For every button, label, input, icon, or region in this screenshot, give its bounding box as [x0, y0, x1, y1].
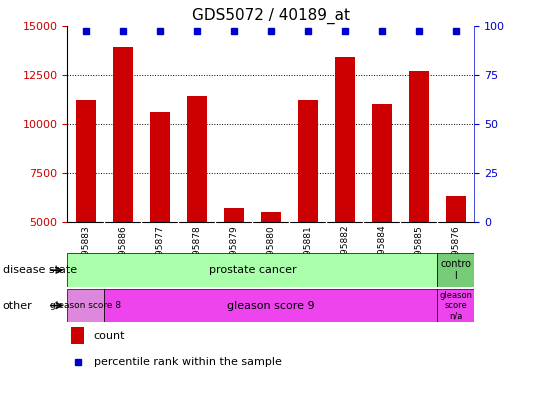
Bar [446, 196, 466, 222]
Bar [75, 100, 96, 222]
Bar [437, 253, 474, 287]
Bar [437, 289, 474, 322]
Bar [105, 289, 437, 322]
Title: GDS5072 / 40189_at: GDS5072 / 40189_at [192, 8, 350, 24]
Bar [224, 208, 244, 222]
Bar [72, 327, 84, 344]
Text: prostate cancer: prostate cancer [209, 265, 296, 275]
Bar [186, 96, 207, 222]
Bar [261, 212, 281, 222]
Bar [372, 104, 392, 222]
Bar [298, 100, 318, 222]
Text: other: other [3, 301, 32, 310]
Bar [335, 57, 355, 222]
Text: gleason score 9: gleason score 9 [227, 301, 315, 310]
Text: contro
l: contro l [440, 259, 471, 281]
Text: disease state: disease state [3, 265, 77, 275]
Text: gleason
score
n/a: gleason score n/a [439, 291, 472, 320]
Text: gleason score 8: gleason score 8 [50, 301, 121, 310]
Bar [150, 112, 170, 222]
Bar [113, 47, 133, 222]
Text: count: count [94, 331, 126, 341]
Bar [409, 71, 429, 222]
Bar [67, 289, 105, 322]
Text: percentile rank within the sample: percentile rank within the sample [94, 357, 282, 367]
